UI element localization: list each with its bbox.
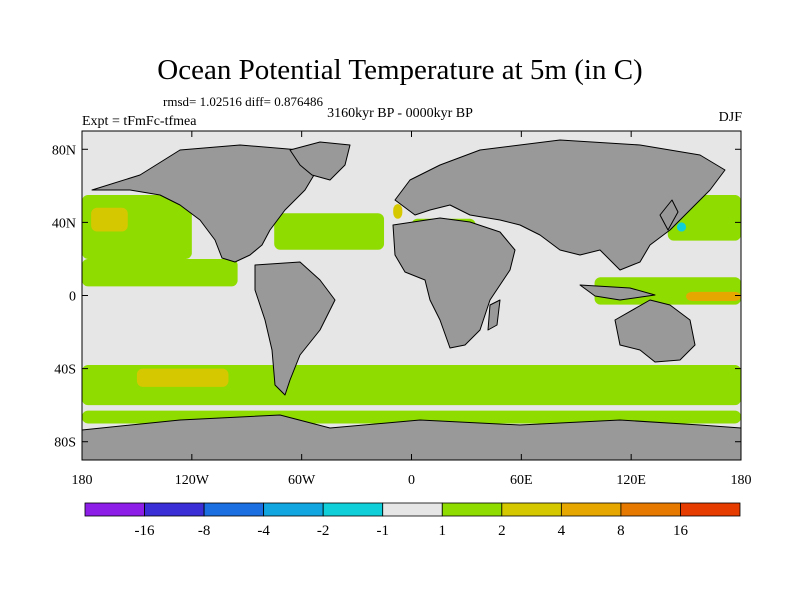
colorbar-swatch-10 <box>680 502 741 517</box>
x-tick-label-4: 60E <box>510 473 533 488</box>
x-tick-label-0: 180 <box>72 473 93 488</box>
y-tick-label-0: 80N <box>52 143 76 158</box>
stats-line: rmsd= 1.02516 diff= 0.876486 <box>163 94 323 109</box>
colorbar-swatch-1 <box>144 502 205 517</box>
land-japan <box>659 199 679 231</box>
x-tick-label-1: 120W <box>175 473 210 488</box>
x-tick-label-6: 180 <box>731 473 752 488</box>
anomaly-region-2 <box>82 258 238 287</box>
experiment-label: Expt = tFmFc-tfmea <box>82 114 197 129</box>
colorbar-label-7: 4 <box>558 523 566 539</box>
anomaly-region-8 <box>686 291 741 301</box>
x-tick-label-3: 0 <box>408 473 415 488</box>
axes-layer: 180 120W 60W 0 60E 120E 180 80N 40N 0 40S 80S <box>52 131 752 488</box>
land-madagascar <box>487 299 501 331</box>
colorbar-label-4: -1 <box>376 523 389 539</box>
land-greenland <box>289 141 351 181</box>
land-australia <box>614 299 696 363</box>
colorbar-swatch-0 <box>84 502 145 517</box>
anomaly-region-4 <box>393 204 403 219</box>
land-indonesia <box>579 284 656 301</box>
land-south-america <box>254 261 336 396</box>
land-antarctica <box>82 414 741 460</box>
x-tick-label-5: 120E <box>616 473 646 488</box>
anomaly-layer <box>82 194 741 424</box>
colorbar: -16 -8 -4 -2 -1 1 2 4 8 16 <box>84 502 741 539</box>
colorbar-swatch-5 <box>382 502 443 517</box>
colorbar-swatch-8 <box>560 502 622 517</box>
colorbar-label-3: -2 <box>317 523 330 539</box>
y-tick-label-4: 80S <box>54 436 76 451</box>
colorbar-label-0: -16 <box>135 523 155 539</box>
land-north-america <box>91 144 321 263</box>
period-label: 3160kyr BP - 0000kyr BP <box>327 106 473 121</box>
colorbar-label-8: 8 <box>617 523 625 539</box>
colorbar-label-6: 2 <box>498 523 506 539</box>
colorbar-label-5: 1 <box>439 523 447 539</box>
anomaly-region-12 <box>676 222 687 232</box>
colorbar-label-1: -8 <box>198 523 211 539</box>
land-africa <box>392 217 516 349</box>
colorbar-swatch-9 <box>620 502 681 517</box>
anomaly-region-10 <box>136 368 229 387</box>
land-layer <box>82 139 741 460</box>
colorbar-swatch-7 <box>501 502 562 517</box>
season-label: DJF <box>718 110 742 125</box>
anomaly-region-9 <box>82 364 741 406</box>
x-tick-label-2: 60W <box>288 473 316 488</box>
y-tick-label-3: 40S <box>54 363 76 378</box>
anomaly-region-3 <box>274 213 385 250</box>
y-tick-label-1: 40N <box>52 216 76 231</box>
colorbar-swatch-6 <box>441 502 503 517</box>
chart-title: Ocean Potential Temperature at 5m (in C) <box>157 54 643 86</box>
anomaly-region-1 <box>91 207 128 232</box>
y-tick-label-2: 0 <box>69 290 76 305</box>
land-eurasia <box>394 139 726 271</box>
colorbar-swatch-4 <box>322 502 384 517</box>
colorbar-swatch-2 <box>203 502 265 517</box>
colorbar-label-2: -4 <box>257 523 270 539</box>
colorbar-swatch-3 <box>263 502 324 517</box>
colorbar-label-9: 16 <box>673 523 689 539</box>
